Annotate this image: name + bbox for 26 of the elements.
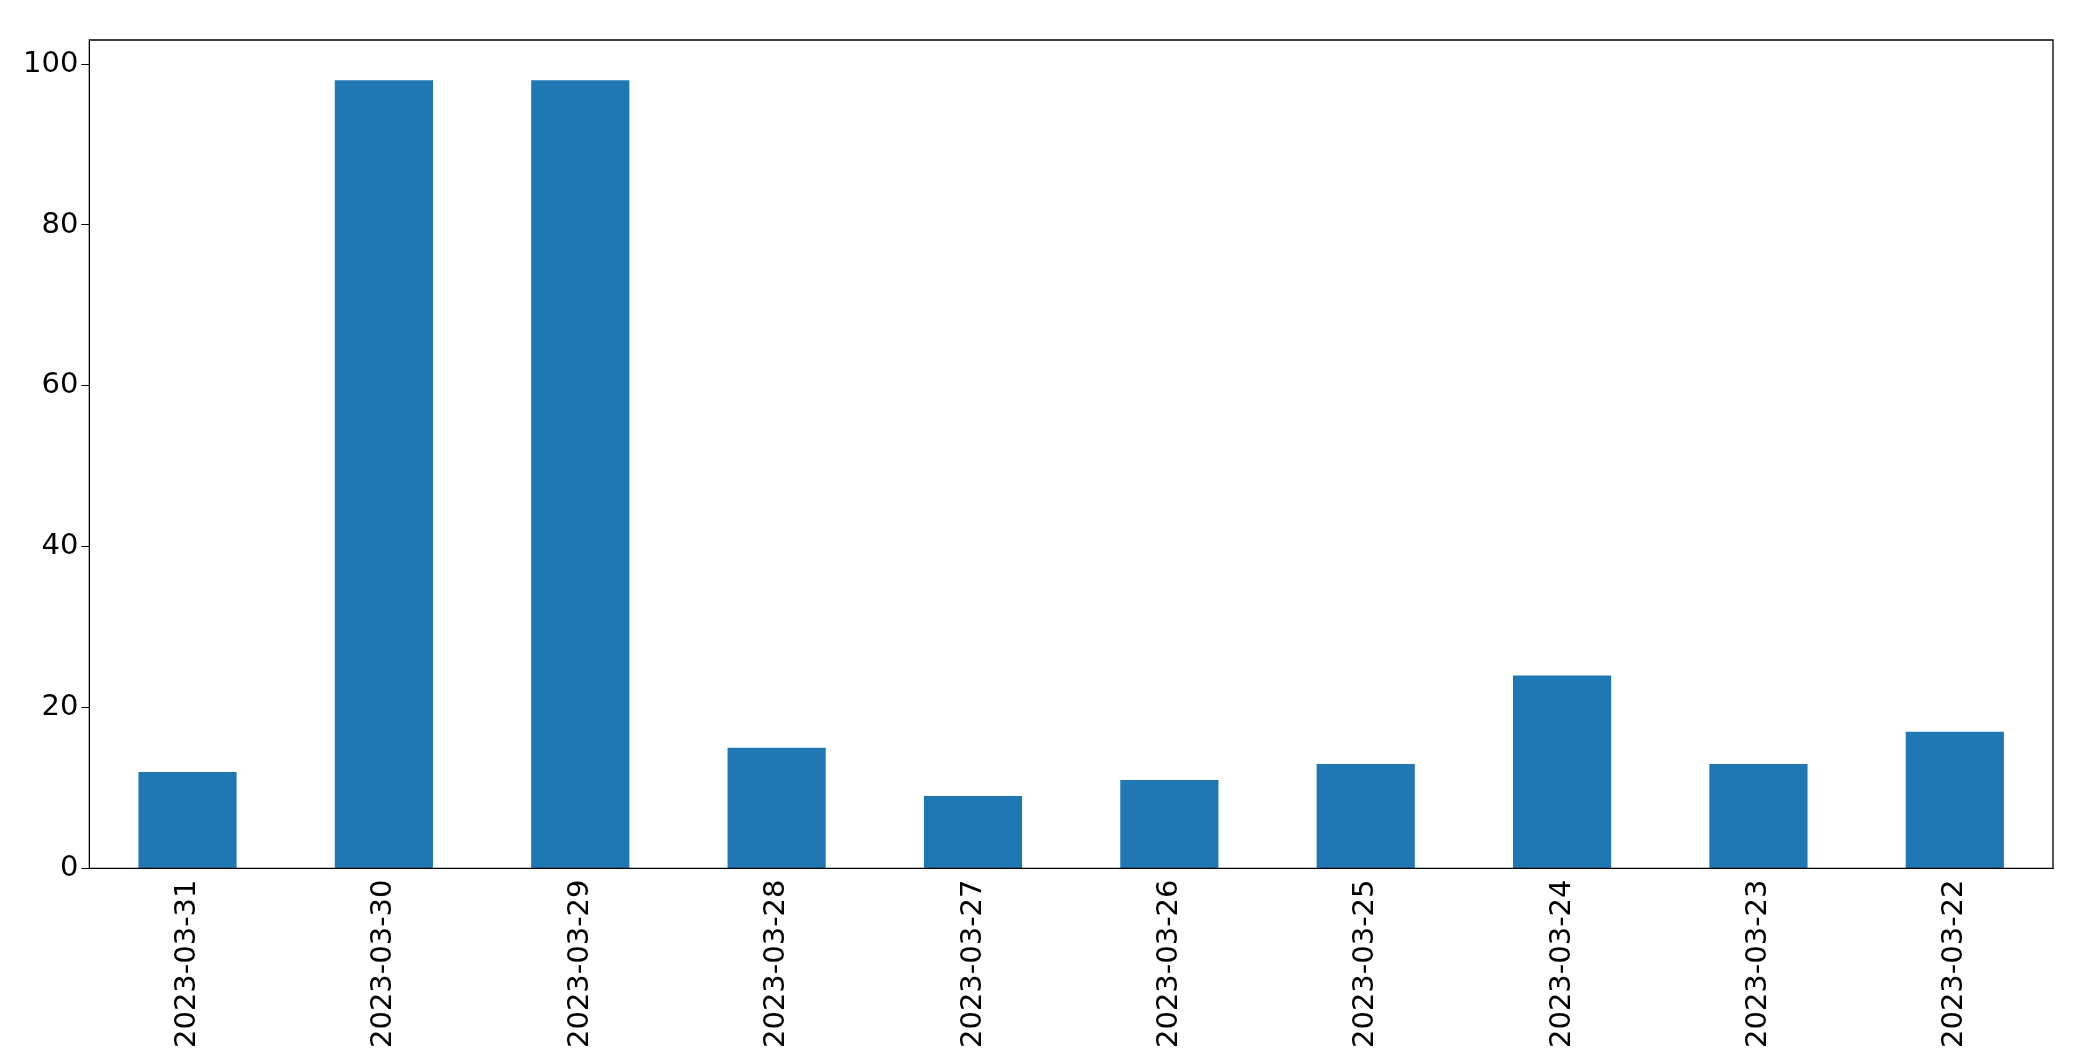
y-tick-label: 80 [41, 205, 79, 240]
y-tick-label: 20 [41, 688, 79, 723]
bar [1905, 731, 2004, 868]
y-tick-label: 0 [59, 849, 79, 883]
bar [334, 80, 433, 868]
bar [1316, 763, 1415, 868]
bar [531, 80, 630, 868]
y-tick-label: 40 [41, 527, 79, 562]
bar [1120, 779, 1219, 868]
x-tick-label: 2023-03-30 [364, 879, 399, 1049]
x-tick-label: 2023-03-27 [953, 879, 988, 1049]
x-tick-label: 2023-03-31 [168, 879, 203, 1049]
bar [138, 771, 237, 868]
bar [923, 796, 1023, 868]
bar [1709, 763, 1808, 868]
x-tick-label: 2023-03-24 [1542, 879, 1577, 1049]
x-tick-label: 2023-03-25 [1346, 879, 1381, 1049]
y-tick-label: 60 [41, 366, 79, 401]
x-tick-label: 2023-03-29 [560, 879, 595, 1049]
bar [1513, 675, 1612, 868]
y-tick-label: 100 [22, 44, 79, 79]
x-tick-label: 2023-03-28 [757, 879, 792, 1049]
x-tick-label: 2023-03-23 [1738, 879, 1773, 1049]
x-tick-label: 2023-03-22 [1935, 879, 1970, 1049]
x-tick-label: 2023-03-26 [1149, 879, 1184, 1049]
bar [727, 747, 826, 868]
